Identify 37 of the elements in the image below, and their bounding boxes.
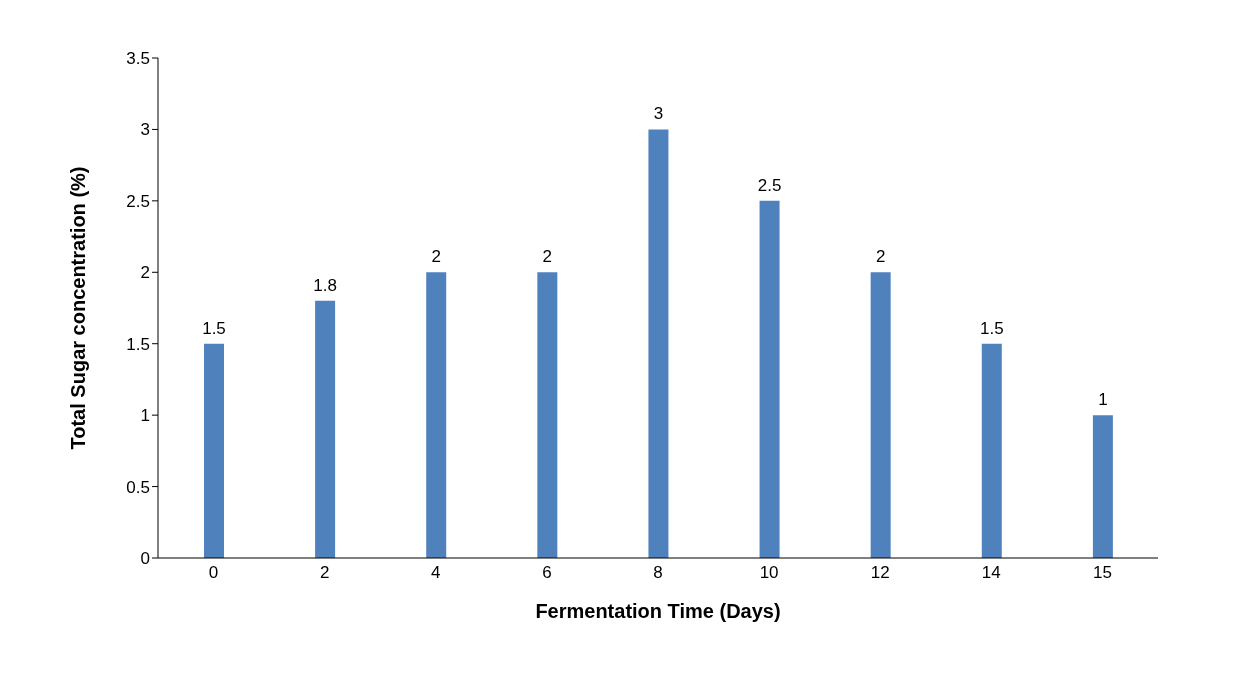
x-tick-label: 4 <box>431 563 441 583</box>
data-label: 1.8 <box>313 275 337 295</box>
y-tick-label: 3.5 <box>126 49 150 69</box>
y-tick-label: 1.5 <box>126 334 150 354</box>
y-tick-label: 2.5 <box>126 191 150 211</box>
bar <box>981 343 1002 558</box>
x-tick-label: 6 <box>542 563 552 583</box>
data-label: 2.5 <box>757 175 782 195</box>
data-label: 2 <box>431 247 441 267</box>
y-tick-label: 0.5 <box>126 477 150 497</box>
bar <box>759 200 780 558</box>
y-tick-label: 2 <box>140 263 150 283</box>
data-label: 1.5 <box>979 318 1004 338</box>
bar <box>648 129 669 558</box>
y-axis-title: Total Sugar concentration (%) <box>67 166 90 450</box>
x-axis-title: Fermentation Time (Days) <box>535 600 781 622</box>
x-tick-label: 10 <box>759 563 779 583</box>
bar <box>870 272 891 558</box>
y-tick-label: 3 <box>140 120 150 140</box>
x-tick-label: 0 <box>208 563 219 583</box>
data-label: 2 <box>875 247 886 267</box>
data-label: 3 <box>653 104 664 124</box>
bar <box>315 300 336 558</box>
data-label: 1.5 <box>202 318 226 338</box>
data-label: 2 <box>542 247 553 267</box>
y-tick-label: 0 <box>140 549 150 569</box>
x-tick-label: 15 <box>1092 563 1112 583</box>
data-label: 1 <box>1098 390 1108 410</box>
bar <box>537 272 558 558</box>
bar <box>1092 415 1113 558</box>
x-tick-label: 8 <box>653 563 663 583</box>
bar <box>204 343 224 558</box>
x-tick-label: 12 <box>870 563 890 583</box>
bar <box>426 272 447 558</box>
x-tick-label: 2 <box>319 563 330 583</box>
x-tick-label: 14 <box>981 563 1001 583</box>
y-tick-label: 1 <box>140 406 150 426</box>
